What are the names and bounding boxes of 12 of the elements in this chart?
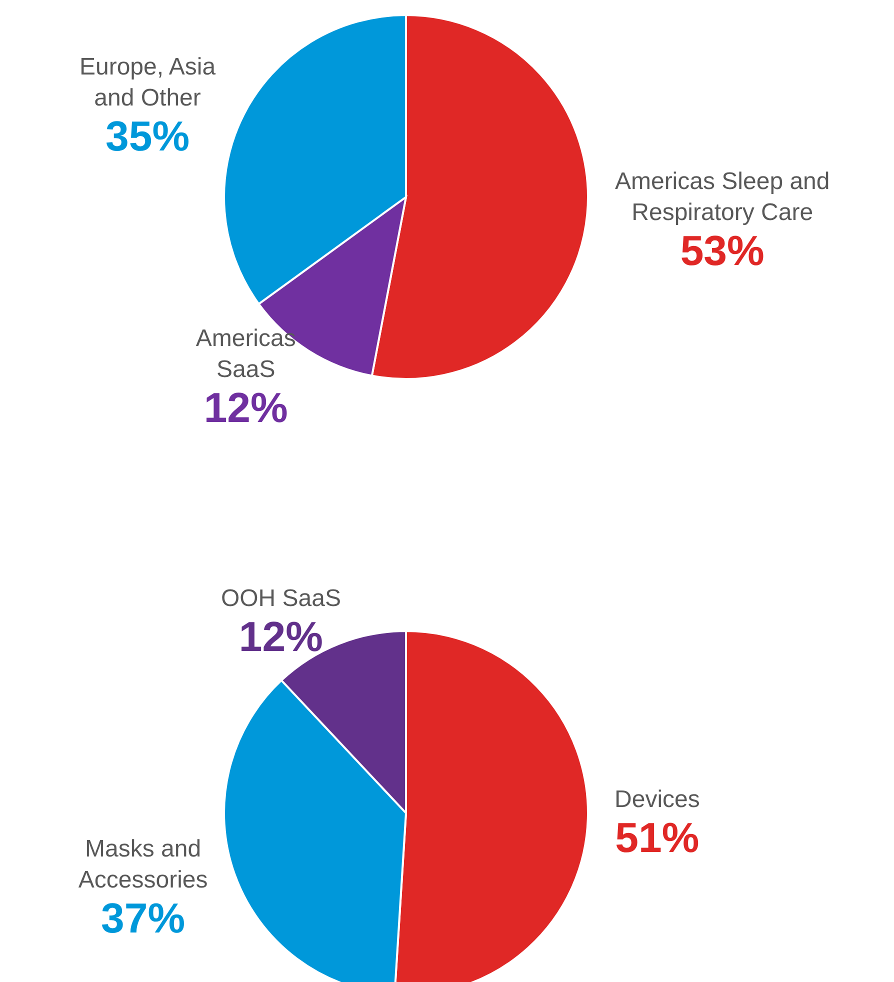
slice-label: Europe, Asia and Other <box>79 53 216 112</box>
slice-label: OOH SaaS <box>220 584 341 612</box>
slice-label: Americas SaaS <box>196 325 296 384</box>
slice-label: Americas Sleep and Respiratory Care <box>614 168 830 226</box>
data-label: 12% <box>238 612 323 660</box>
data-label: 35% <box>105 112 190 160</box>
slice-label: Devices <box>614 786 700 814</box>
data-label: 51% <box>615 814 700 862</box>
data-label: 37% <box>101 894 186 942</box>
slice-label: Masks and Accessories <box>78 835 208 894</box>
data-label: 12% <box>204 384 288 432</box>
data-label: 53% <box>680 227 764 274</box>
